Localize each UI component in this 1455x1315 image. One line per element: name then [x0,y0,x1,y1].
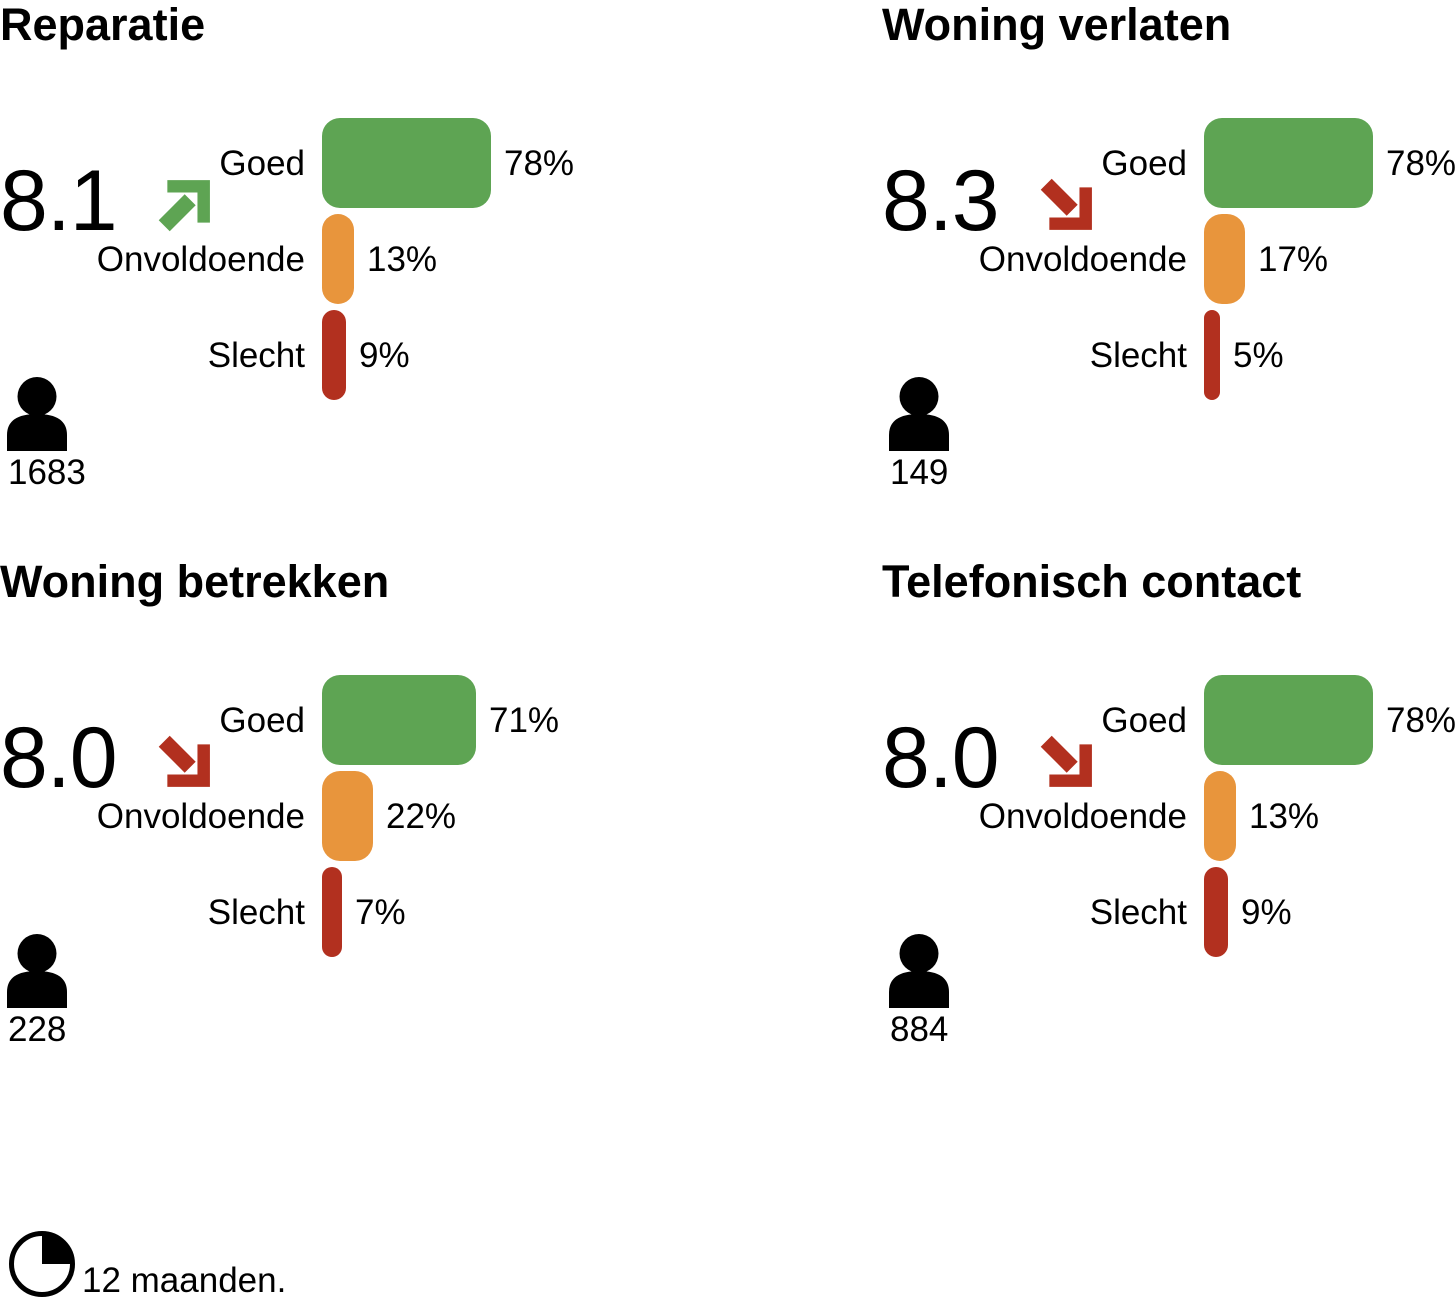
bar-row: Onvoldoende 22% [0,770,573,862]
bar-percent: 13% [1249,796,1320,836]
bar-row: Goed 78% [882,117,1455,209]
bar-label: Goed [1101,143,1187,183]
person-icon [889,377,949,451]
bar-row: Slecht 7% [0,866,573,958]
bar-label: Slecht [1089,892,1187,932]
respondents: 149 [887,377,951,490]
score-value: 8.0 [882,710,1000,806]
clock-quarter-icon [9,1231,75,1297]
bar-label: Slecht [1089,335,1187,375]
bar-row: Slecht 5% [882,309,1455,401]
bar-label: Onvoldoende [978,796,1187,836]
bar-insufficient [322,771,373,861]
panel-title: Woning betrekken [0,556,390,607]
score-value: 8.3 [882,153,1000,249]
bar-percent: 5% [1233,335,1284,375]
score-value: 8.1 [0,153,118,249]
bar-row: Onvoldoende 13% [0,213,573,305]
bar-bad [322,867,342,957]
person-icon [7,377,67,451]
bar-row: Slecht 9% [882,866,1455,958]
bar-percent: 17% [1258,239,1329,279]
respondent-count: 1683 [8,453,86,492]
bar-percent: 78% [1386,143,1455,183]
bar-bad [322,310,346,400]
panel-title: Telefonisch contact [882,556,1302,607]
bar-percent: 22% [386,796,457,836]
bar-row: Goed 71% [0,674,573,766]
panel-title: Woning verlaten [882,0,1232,50]
bar-label: Slecht [207,892,305,932]
bar-row: Onvoldoende 13% [882,770,1455,862]
respondents: 1683 [5,377,86,490]
bar-row: Slecht 9% [0,309,573,401]
respondents: 228 [5,934,69,1047]
bar-insufficient [322,214,354,304]
bar-percent: 78% [1386,700,1455,740]
panel-telefonisch-contact: Telefonisch contact 8.0 Goed 78% Onvoldo… [882,557,1455,1114]
bar-bad [1204,867,1228,957]
trend-up-icon [158,178,212,232]
bar-insufficient [1204,214,1245,304]
score-value: 8.0 [0,710,118,806]
bar-label: Onvoldoende [96,796,305,836]
respondents: 884 [887,934,951,1047]
bar-label: Goed [1101,700,1187,740]
panel-title: Reparatie [0,0,206,50]
respondent-count: 884 [890,1010,949,1049]
bar-good [1204,675,1373,765]
bar-percent: 71% [489,700,560,740]
panel-woning-betrekken: Woning betrekken 8.0 Goed 71% Onvoldoend… [0,557,573,1114]
footer-period: 12 maanden. [8,1230,286,1298]
bar-bad [1204,310,1220,400]
bar-good [322,675,476,765]
panel-reparatie: Reparatie 8.1 Goed 78% Onvoldoende 13% S… [0,0,575,557]
bar-label: Onvoldoende [96,239,305,279]
bar-label: Onvoldoende [978,239,1187,279]
bar-percent: 78% [504,143,575,183]
bar-row: Onvoldoende 17% [882,213,1455,305]
bar-good [1204,118,1373,208]
bar-percent: 9% [1241,892,1292,932]
bar-label: Goed [219,700,305,740]
footer-period-text: 12 maanden. [82,1261,287,1300]
trend-down-icon [158,735,212,789]
bar-percent: 9% [359,335,410,375]
bar-row: Goed 78% [0,117,575,209]
trend-down-icon [1040,178,1094,232]
bar-label: Slecht [207,335,305,375]
bar-good [322,118,491,208]
person-icon [7,934,67,1008]
person-icon [889,934,949,1008]
bar-row: Goed 78% [882,674,1455,766]
bar-percent: 13% [367,239,438,279]
bar-insufficient [1204,771,1236,861]
panel-woning-verlaten: Woning verlaten 8.3 Goed 78% Onvoldoende… [882,0,1455,557]
respondent-count: 149 [890,453,949,492]
respondent-count: 228 [8,1010,67,1049]
bar-label: Goed [219,143,305,183]
bar-percent: 7% [355,892,406,932]
trend-down-icon [1040,735,1094,789]
